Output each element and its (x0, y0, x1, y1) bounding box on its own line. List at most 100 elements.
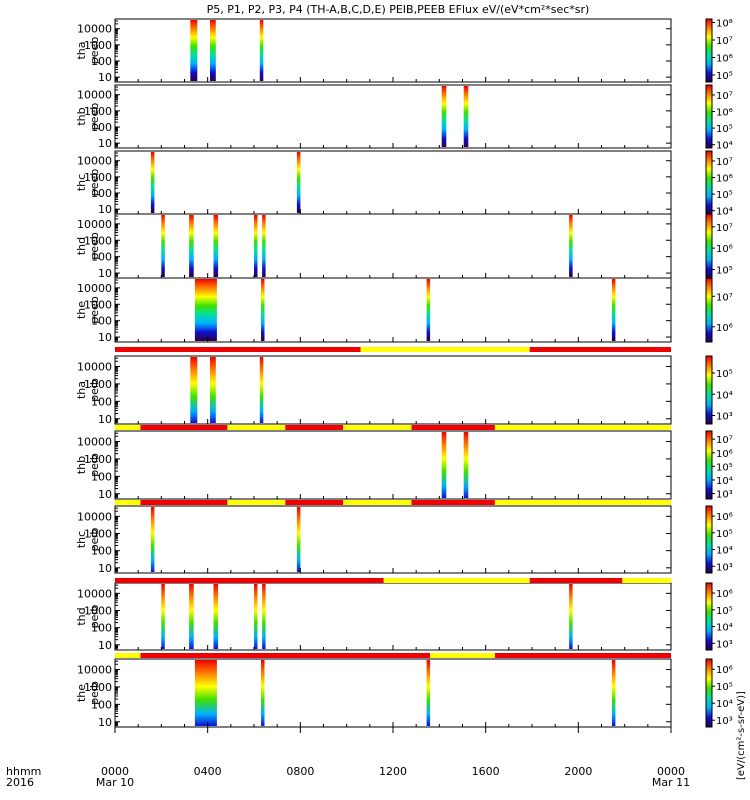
colorbar-tick-label: 10³ (716, 412, 733, 423)
colorbar-tick-label: 10⁷ (716, 36, 733, 47)
data-interval (213, 215, 219, 277)
y-tick-label: 1000 (84, 298, 112, 311)
y-tick-label: 10 (98, 716, 112, 729)
status-segment (343, 500, 412, 505)
status-segment (494, 500, 671, 505)
probe-label: thc (75, 174, 88, 191)
colorbar-tick-label: 10⁷ (716, 91, 733, 102)
probe-label: thd (75, 607, 88, 625)
data-interval (254, 215, 258, 277)
data-interval (194, 660, 217, 726)
data-interval (150, 507, 155, 572)
data-interval (262, 584, 266, 649)
plot-area (115, 431, 671, 499)
panel-thc-peib: 10 100 1000 10000 thc peib 10³ 10⁴ 10⁵ 10⁶ (75, 500, 733, 575)
instrument-label: peeb (88, 232, 101, 260)
colorbar-tick-label: 10⁶ (716, 323, 733, 334)
panel-thb-peib: 10 100 1000 10000 thb peib 10³ 10⁴ 10⁵ 10⁶ 10⁷ (75, 425, 733, 501)
colorbar-tick-label: 10⁷ (716, 223, 733, 234)
status-segment (494, 653, 671, 658)
y-tick-label: 1000 (84, 528, 112, 541)
probe-label: thc (75, 531, 88, 548)
colorbar (705, 84, 713, 149)
data-interval (611, 660, 616, 726)
date-tick-label: Mar 11 (652, 776, 690, 789)
plot-area (115, 583, 671, 650)
data-interval (296, 152, 301, 213)
status-bar (115, 425, 671, 430)
y-tick-label: 100 (91, 187, 112, 200)
data-interval (296, 507, 301, 572)
status-segment (115, 500, 141, 505)
y-tick-label: 1000 (84, 171, 112, 184)
data-interval (189, 584, 194, 649)
instrument-label: peeb (88, 296, 101, 324)
y-tick-label: 100 (91, 55, 112, 68)
y-tick-label: 100 (91, 622, 112, 635)
time-tick-label: 0800 (286, 765, 314, 778)
panel-the-peeb: 10 100 1000 10000 the peeb 10⁶ 10⁷ (75, 277, 733, 344)
data-interval (262, 215, 266, 277)
y-tick-label: 1000 (84, 453, 112, 466)
y-tick-label: 100 (91, 395, 112, 408)
panel-tha-peib: 10 100 1000 10000 tha peib 10³ 10⁴ 10⁵ (75, 347, 733, 426)
panel-tha-peeb: 10 100 1000 10000 tha peeb 10⁵ 10⁶ 10⁷ 10⁸ (75, 18, 733, 84)
data-interval (426, 660, 431, 726)
colorbar-tick-label: 10⁷ (716, 435, 733, 446)
y-tick-label: 10 (98, 71, 112, 84)
probe-label: tha (75, 41, 88, 59)
date-tick-label: Mar 10 (96, 776, 134, 789)
colorbar-tick-label: 10⁴ (716, 141, 733, 152)
colorbar-tick-label: 10⁶ (716, 108, 733, 119)
colorbar-tick-label: 10³ (716, 562, 733, 573)
plot-area (115, 151, 671, 214)
instrument-label: peeb (88, 169, 101, 197)
data-interval (441, 432, 447, 498)
status-segment (383, 578, 530, 583)
data-interval (189, 215, 194, 277)
colorbar-tick-label: 10⁵ (716, 265, 733, 276)
status-segment (411, 500, 495, 505)
colorbar-tick-label: 10⁴ (716, 546, 733, 557)
colorbar-tick-label: 10⁵ (716, 71, 733, 82)
y-tick-label: 100 (91, 121, 112, 134)
instrument-label: peib (88, 528, 101, 552)
y-tick-label: 1000 (84, 378, 112, 391)
status-segment (360, 347, 530, 352)
colorbar (705, 430, 713, 500)
colorbar-tick-label: 10⁴ (716, 207, 733, 218)
colorbar-tick-label: 10⁷ (716, 292, 733, 303)
data-interval (569, 584, 573, 649)
probe-label: thd (75, 237, 88, 255)
probe-label: thb (75, 107, 88, 125)
probe-label: thb (75, 456, 88, 474)
colorbar-tick-label: 10⁶ (716, 512, 733, 523)
data-interval (441, 86, 447, 147)
status-segment (285, 425, 344, 430)
instrument-label: peib (88, 605, 101, 629)
colorbar-tick-label: 10⁶ (716, 54, 733, 65)
data-interval (161, 584, 165, 649)
status-segment (227, 425, 286, 430)
y-tick-label: 1000 (84, 105, 112, 118)
status-segment (140, 653, 431, 658)
y-tick-label: 10000 (77, 218, 112, 231)
panel-thd-peeb: 10 100 1000 10000 thd peeb 10⁵ 10⁶ 10⁷ (75, 213, 733, 280)
y-tick-label: 10000 (77, 510, 112, 523)
status-segment (115, 425, 141, 430)
data-interval (161, 215, 165, 277)
y-tick-label: 10000 (77, 663, 112, 676)
colorbar-tick-label: 10⁶ (716, 244, 733, 255)
status-segment (115, 578, 384, 583)
y-tick-label: 1000 (84, 681, 112, 694)
data-interval (190, 20, 198, 81)
figure-title: P5, P1, P2, P3, P4 (TH-A,B,C,D,E) PEIB,P… (207, 3, 590, 16)
plot-area (115, 214, 671, 278)
colorbar-tick-label: 10⁵ (716, 606, 733, 617)
y-tick-label: 1000 (84, 605, 112, 618)
y-tick-label: 10 (98, 331, 112, 344)
status-segment (115, 347, 361, 352)
colorbar-tick-label: 10⁵ (716, 369, 733, 380)
